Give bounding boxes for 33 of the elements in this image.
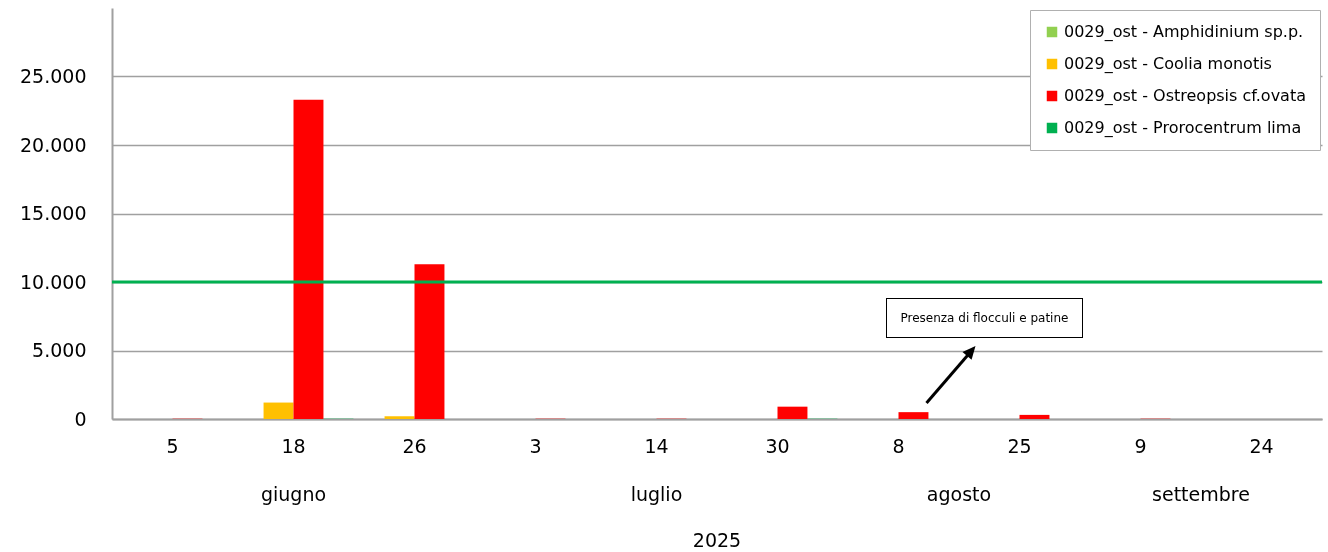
y-tick-label: 0 [74,407,87,430]
text: agosto [926,483,992,505]
bar [898,412,929,419]
legend-label: 0029_ost - Prorocentrum lima [1064,118,1302,138]
text: 2025 [692,529,742,551]
legend-label: 0029_ost - Coolia monotis [1064,54,1272,74]
x-tick-label: 14 [644,434,669,457]
x-tick-label: 25 [1007,434,1032,457]
y-tick-label: 25.000 [20,65,87,87]
bar [1019,414,1050,419]
y-tick-label: 20.000 [20,133,87,156]
text: giugno [260,483,327,505]
annotation: Presenza di flocculi e patine [885,298,1084,338]
y-tick-label: 5.000 [32,339,87,361]
text: settembre [1152,483,1250,505]
bar [263,402,294,419]
x-tick-label: 8 [892,434,905,457]
x-tick-label: 26 [402,434,427,457]
text: luglio [630,483,683,505]
legend-label: 0029_ost - Amphidinium sp.p. [1064,22,1304,42]
x-tick-label: 18 [281,434,306,457]
bar [384,416,415,419]
y-tick-label: 10.000 [20,270,87,293]
x-tick-label: 3 [529,434,542,457]
bar [414,264,445,419]
legend-label: 0029_ost - Ostreopsis cf.ovata [1064,86,1306,106]
bar [777,406,808,419]
x-tick-label: 9 [1134,434,1147,457]
x-tick-label: 5 [166,434,179,457]
x-tick-label: 24 [1249,434,1274,457]
bar [293,99,324,419]
y-tick-label: 15.000 [20,202,87,224]
x-tick-label: 30 [765,434,790,457]
